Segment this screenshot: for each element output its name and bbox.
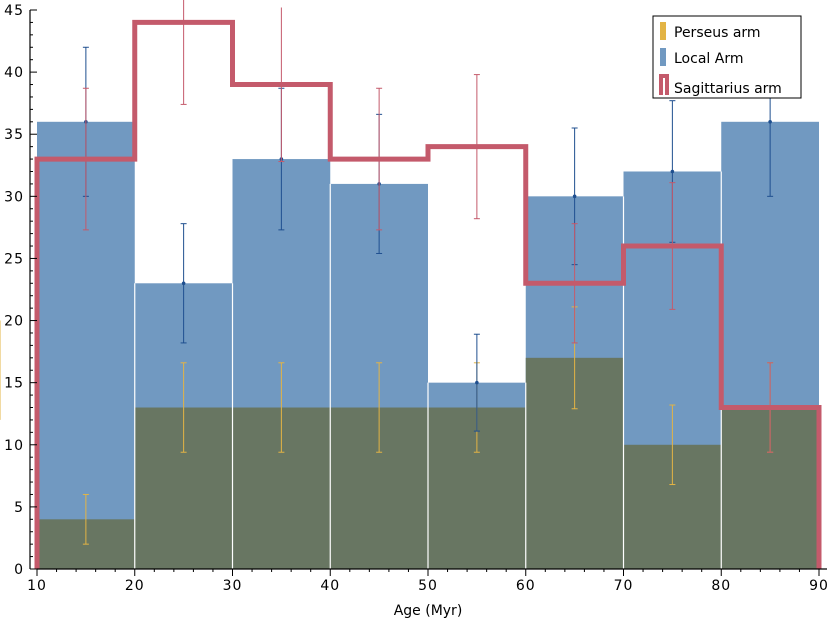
legend-swatch-perseus xyxy=(660,22,666,40)
x-tick-label: 30 xyxy=(223,578,243,594)
legend: Perseus arm Local Arm Sagittarius arm xyxy=(652,15,802,99)
x-axis-label: Age (Myr) xyxy=(394,603,463,619)
x-tick-label: 60 xyxy=(516,578,536,594)
y-tick-label: 30 xyxy=(4,189,24,205)
y-tick-label: 20 xyxy=(4,314,24,330)
legend-label-sagittarius: Sagittarius arm xyxy=(674,81,782,97)
data-point xyxy=(475,380,479,385)
perseus-arm-bars xyxy=(37,357,819,569)
y-tick-label: 40 xyxy=(4,65,24,81)
legend-box xyxy=(652,15,802,99)
x-tick-labels: 10 20 30 40 50 60 70 80 90 xyxy=(27,578,829,594)
y-tick-label: 0 xyxy=(14,562,24,578)
legend-item-perseus: Perseus arm xyxy=(660,22,761,41)
y-tick-label: 10 xyxy=(4,438,24,454)
x-tick-label: 80 xyxy=(711,578,731,594)
axes xyxy=(29,9,827,576)
y-tick-label: 45 xyxy=(4,3,24,19)
sagittarius-arm-step-line xyxy=(34,19,822,569)
legend-label-local: Local Arm xyxy=(674,51,743,67)
data-point xyxy=(768,120,772,124)
data-point xyxy=(572,194,577,199)
legend-swatch-sagittarius xyxy=(659,74,669,95)
legend-label-perseus: Perseus arm xyxy=(674,25,761,41)
legend-item-sagittarius: Sagittarius arm xyxy=(659,74,782,97)
y-tick-label: 15 xyxy=(4,376,24,392)
legend-swatch-local xyxy=(660,48,666,66)
y-tick-labels: 0 5 10 15 20 25 30 35 40 45 xyxy=(4,3,24,578)
y-tick-label: 5 xyxy=(14,500,24,516)
x-tick-label: 10 xyxy=(27,578,47,594)
data-point xyxy=(670,169,675,174)
data-point xyxy=(181,281,186,286)
x-tick-label: 20 xyxy=(125,578,145,594)
x-tick-label: 50 xyxy=(418,578,438,594)
x-tick-label: 70 xyxy=(614,578,634,594)
legend-item-local: Local Arm xyxy=(660,48,743,67)
y-tick-label: 25 xyxy=(4,251,24,267)
x-tick-label: 90 xyxy=(809,578,829,594)
x-tick-label: 40 xyxy=(320,578,340,594)
y-tick-label: 35 xyxy=(4,127,24,143)
sagittarius-step-path xyxy=(34,19,822,569)
